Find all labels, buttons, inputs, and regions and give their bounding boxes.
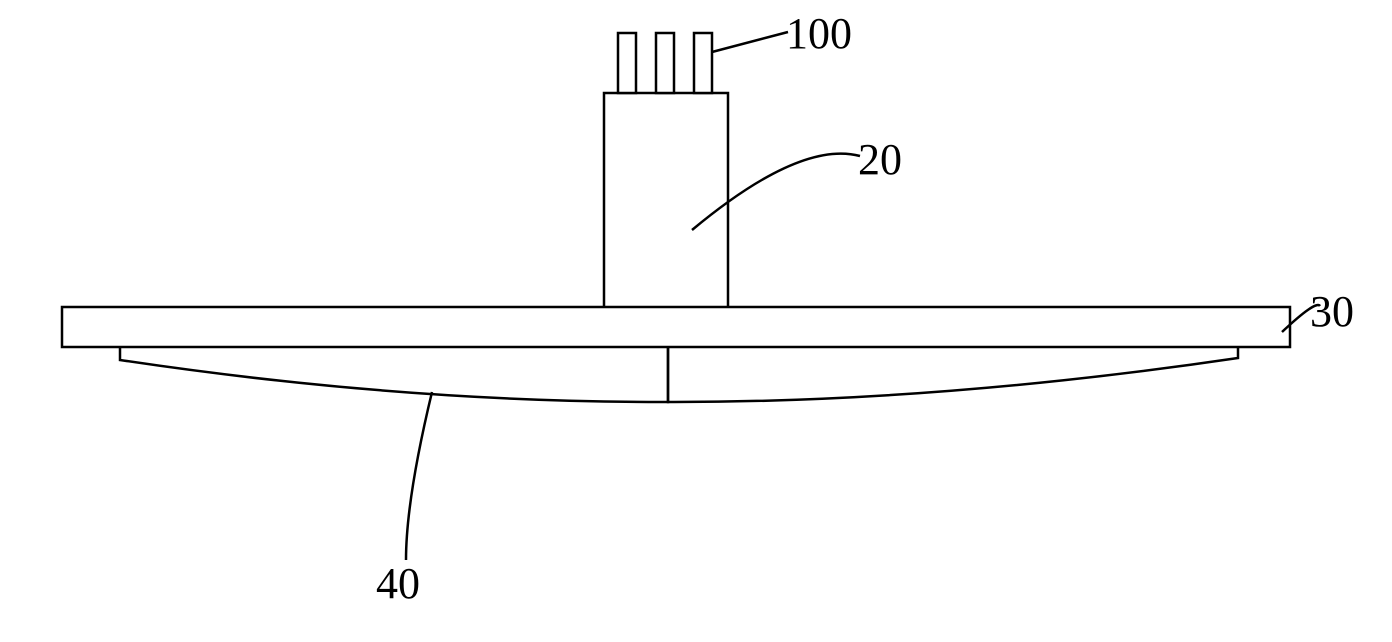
ref-30: 30 [1310, 286, 1354, 337]
ref-20: 20 [858, 134, 902, 185]
ref-40: 40 [376, 558, 420, 609]
ref-100: 100 [786, 8, 852, 59]
diagram-canvas: 100 20 30 40 [0, 0, 1392, 642]
diagram-svg [0, 0, 1392, 642]
